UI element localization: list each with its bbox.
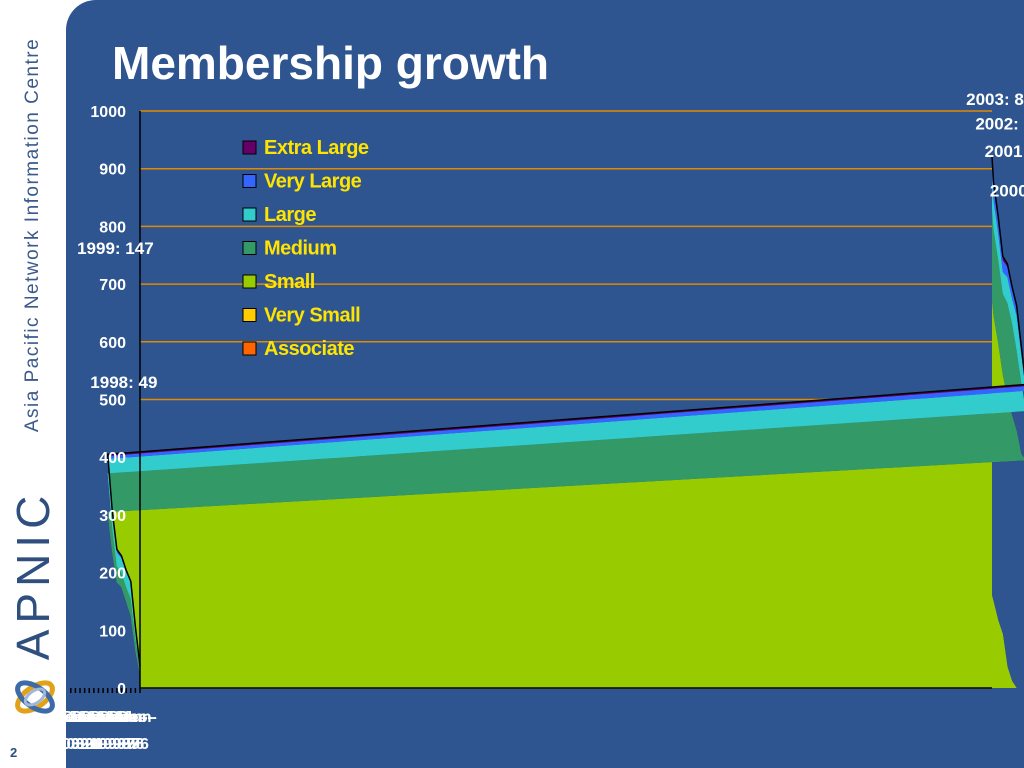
annotation-label: 2000: 206: [990, 181, 1024, 200]
x-tick-label: 96: [126, 736, 144, 753]
page-title: Membership growth: [112, 37, 550, 89]
total-outline: [106, 156, 1024, 667]
y-tick-label: 1000: [90, 104, 126, 121]
y-tick-label: 500: [99, 393, 126, 410]
x-tick-label: Dec-: [118, 709, 153, 726]
legend-label-very-large: Very Large: [264, 171, 362, 193]
legend-swatch-very-small: [242, 308, 257, 322]
x-tick-label: Jun-: [77, 709, 111, 726]
y-tick-label: 800: [99, 219, 126, 236]
legend-swatch-very-large: [242, 174, 257, 188]
slide-number: 2: [10, 745, 18, 760]
x-tick-label: 96: [131, 736, 149, 753]
y-tick-label: 600: [99, 335, 126, 352]
x-tick-label: Dec-: [72, 709, 107, 726]
x-tick-label: 02: [71, 736, 89, 753]
annotation-label: 2001: 97: [985, 142, 1024, 161]
x-tick-label: Jun-: [114, 709, 148, 726]
legend-label-medium: Medium: [264, 238, 337, 260]
y-tick-label: 900: [99, 162, 126, 179]
sidebar-band: [0, 0, 66, 465]
annotation-label: 2002: 68: [975, 114, 1024, 133]
x-tick-label: 02: [76, 736, 94, 753]
legend-swatch-small: [242, 274, 257, 289]
x-tick-label: Jun-: [68, 709, 102, 726]
y-tick-label: 200: [99, 566, 126, 583]
y-tick-label: 400: [99, 450, 126, 467]
annotation-label: 2003: 82: [966, 90, 1024, 109]
legend-swatch-extra-large: [242, 140, 257, 155]
area-small: [107, 300, 1024, 688]
x-tick-label: 98: [113, 736, 131, 753]
x-tick-label: 97: [117, 736, 135, 753]
annotation-label: 1998: 49: [90, 373, 157, 392]
y-tick-label: 100: [99, 623, 126, 640]
x-tick-label: Jun-: [86, 709, 120, 726]
x-tick-label: Jun-: [123, 709, 157, 726]
sidebar: Asia Pacific Network Information Centre …: [0, 0, 66, 768]
x-tick-label: 00: [94, 736, 112, 753]
x-tick-label: Dec-: [90, 709, 125, 726]
x-tick-label: 01: [80, 736, 98, 753]
area-large: [107, 176, 1024, 669]
legend-label-small: Small: [264, 271, 315, 293]
legend-label-large: Large: [264, 204, 316, 226]
legend-swatch-associate: [242, 341, 257, 356]
area-medium: [107, 207, 1024, 674]
y-tick-label: 300: [99, 508, 126, 525]
x-tick-label: Dec-: [100, 709, 135, 726]
x-tick-label: Jun-: [95, 709, 129, 726]
legend-label-extra-large: Extra Large: [264, 137, 369, 159]
x-tick-label: Dec-: [81, 709, 116, 726]
x-tick-label: 97: [122, 736, 140, 753]
annotation-label: 1999: 147: [77, 239, 154, 258]
x-tick-label: 01: [85, 736, 103, 753]
x-tick-label: 03: [67, 736, 85, 753]
x-tick-label: Dec-: [63, 709, 98, 726]
x-tick-label: 99: [103, 736, 121, 753]
x-tick-label: 00: [90, 736, 108, 753]
x-tick-label: Jun-: [59, 709, 93, 726]
x-tick-label: Dec-: [53, 709, 88, 726]
legend-label-very-small: Very Small: [264, 305, 360, 327]
legend-swatch-medium: [242, 241, 257, 255]
x-tick-label: 99: [99, 736, 117, 753]
x-tick-label: 98: [108, 736, 126, 753]
x-tick-label: 03: [62, 736, 80, 753]
y-tick-label: 700: [99, 277, 126, 294]
apnic-swirl-logo-icon: [15, 680, 55, 714]
x-tick-label: Jun-: [105, 709, 139, 726]
legend-swatch-large: [242, 207, 257, 222]
x-tick-label: Dec-: [109, 709, 144, 726]
legend-label-associate: Associate: [264, 338, 354, 360]
